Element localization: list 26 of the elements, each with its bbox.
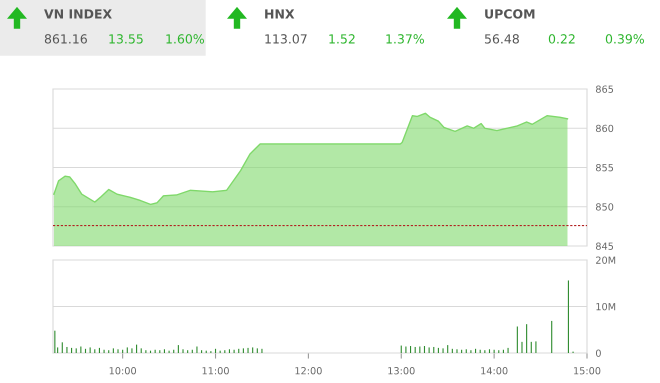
x-tick-label: 14:00 — [481, 367, 508, 374]
y-tick-label: 10M — [596, 302, 616, 310]
text: 861.16 — [44, 34, 87, 44]
text: VN INDEX — [44, 9, 112, 18]
text: HNX — [265, 9, 294, 18]
x-tick-label: 15:00 — [574, 367, 600, 374]
y-tick-label: 845 — [596, 242, 614, 250]
y-tick-label: 860 — [596, 124, 614, 132]
text: 0.39% — [606, 34, 644, 44]
y-tick-label: 20M — [596, 256, 616, 264]
text: 56.48 — [484, 34, 519, 44]
y-tick-label: 855 — [596, 164, 614, 172]
x-tick-label: 12:00 — [295, 367, 322, 374]
text: UPCOM — [485, 9, 534, 19]
text: 113.07 — [265, 34, 307, 44]
text: 13.55 — [109, 34, 143, 44]
text: 0.22 — [548, 34, 575, 44]
text: 1.60% — [166, 34, 204, 44]
x-tick-label: 13:00 — [388, 367, 415, 374]
text: 1.52 — [329, 34, 355, 44]
x-tick-label: 11:00 — [202, 367, 229, 374]
y-tick-label: 850 — [596, 203, 614, 211]
y-tick-label: 0 — [596, 349, 601, 357]
text: 1.37% — [386, 34, 424, 44]
x-tick-label: 10:00 — [110, 367, 136, 374]
y-tick-label: 865 — [596, 85, 614, 93]
